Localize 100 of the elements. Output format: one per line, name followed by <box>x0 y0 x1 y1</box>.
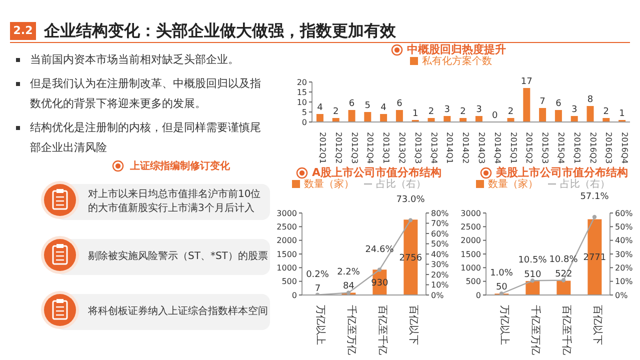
y-tick-label: 1500 <box>460 250 481 259</box>
data-label: 2 <box>428 107 434 117</box>
data-label: 4 <box>380 103 387 113</box>
y2-tick-label: 40% <box>431 250 450 259</box>
chart-title: 美股上市公司市值分布结构 <box>496 165 628 179</box>
chart-title: 中概股回归热度提升 <box>407 42 506 56</box>
data-label: 7 <box>540 97 546 107</box>
y2-tick-label: 80% <box>431 208 450 218</box>
legend-label: 数量（家） <box>488 179 538 190</box>
x-tick-label: 2015Q4 <box>556 132 566 164</box>
data-label: 6 <box>396 99 403 109</box>
text: 2.2 <box>10 22 36 40</box>
y-tick-label: 20 <box>296 78 307 87</box>
y2-tick-label: 10% <box>615 277 634 286</box>
data-label: 6 <box>348 99 355 109</box>
text: 将科创板证券纳入上证综合指数样本空间 <box>88 304 269 319</box>
data-label: 2 <box>603 107 610 117</box>
x-tick-label: 2013Q3 <box>413 132 422 164</box>
x-tick-label: 2016Q3 <box>604 132 614 164</box>
x-tick-label: 万亿以上 <box>314 305 326 345</box>
y-tick-label: 10 <box>296 98 307 107</box>
x-tick-label: 2012Q1 <box>318 132 327 164</box>
y2-tick-label: 30% <box>431 260 450 270</box>
y2-tick-label: 20% <box>431 270 450 280</box>
y2-tick-label: 30% <box>615 250 634 259</box>
data-label: 2 <box>460 107 466 117</box>
x-tick-label: 万亿以上 <box>498 305 510 345</box>
x-tick-label: 2012Q3 <box>350 132 359 164</box>
y2-tick-label: 0% <box>615 290 628 300</box>
data-label: 2 <box>332 107 339 117</box>
text: 但是我们认为在注册制改革、中概股回归以及指数优化的背景下将迎来更多的发展。 <box>30 76 262 112</box>
y2-tick-label: 50% <box>431 240 450 249</box>
data-label: 7 <box>314 284 321 294</box>
y-tick-label: 2500 <box>460 222 481 232</box>
y2-tick-label: 0% <box>431 290 444 300</box>
text: 上证综指编制修订变化 <box>130 159 230 173</box>
y-tick-label: 1500 <box>276 250 297 259</box>
chart-title: A股上市公司市值分布结构 <box>312 165 442 179</box>
text: 结构优化是注册制的内核，但是同样需要谨慎尾部企业出清风险 <box>30 120 262 156</box>
text: 当前国内资本市场当前相对缺乏头部企业。 <box>30 52 240 68</box>
data-label: 0 <box>492 111 498 121</box>
data-label: 10.5% <box>518 256 548 266</box>
x-tick-label: 2013Q4 <box>429 132 438 164</box>
y2-tick-label: 40% <box>615 236 634 246</box>
y-tick-label: 500 <box>282 277 297 286</box>
data-label: 1.0% <box>490 268 514 279</box>
data-label: 5 <box>364 101 371 111</box>
data-label: 2 <box>508 107 514 117</box>
y2-tick-label: 70% <box>431 219 450 228</box>
data-label: 1 <box>619 109 625 119</box>
y-tick-label: 500 <box>466 277 481 286</box>
text: 对上市以来日均总市值排名沪市前10位的大市值新股实行上市满3个月后计入 <box>88 188 262 216</box>
y2-tick-label: 60% <box>431 229 450 238</box>
x-tick-label: 2014Q3 <box>476 132 486 164</box>
data-label: 8 <box>587 95 594 105</box>
data-label: 4 <box>317 103 324 113</box>
y2-tick-label: 20% <box>615 264 634 273</box>
data-label: 2.2% <box>337 268 360 278</box>
y-tick-label: 2000 <box>276 236 297 246</box>
x-tick-label: 2016Q2 <box>588 132 598 164</box>
data-label: 84 <box>342 282 355 292</box>
text: 企业结构变化：头部企业做大做强，指数更加有效 <box>44 21 396 42</box>
x-tick-label: 百亿以下 <box>592 305 604 345</box>
y-tick-label: 3000 <box>460 208 481 218</box>
x-tick-label: 百亿以下 <box>408 305 420 345</box>
data-label: 50 <box>496 282 508 293</box>
y2-tick-label: 60% <box>615 208 634 218</box>
data-label: 3 <box>476 105 482 115</box>
y-tick-label: 2500 <box>276 222 297 232</box>
x-tick-label: 百亿至千亿 <box>560 305 572 355</box>
data-label: 3 <box>571 105 578 115</box>
legend-label: 占比（右） <box>560 179 610 190</box>
y2-tick-label: 10% <box>431 280 450 290</box>
y-tick-label: 0 <box>302 118 307 127</box>
y-tick-label: 15 <box>296 88 307 97</box>
data-label: 6 <box>556 99 562 109</box>
y-tick-label: 1000 <box>276 264 297 273</box>
x-tick-label: 2012Q2 <box>334 132 343 164</box>
x-tick-label: 2015Q2 <box>524 132 534 164</box>
y-tick-label: 0 <box>292 290 297 300</box>
x-tick-label: 2014Q2 <box>461 132 470 164</box>
x-tick-label: 百亿至千亿 <box>376 305 388 355</box>
data-label: 10.8% <box>549 255 578 266</box>
x-tick-label: 2015Q1 <box>508 132 518 164</box>
data-label: 510 <box>524 270 542 280</box>
x-tick-label: 2016Q4 <box>620 132 630 164</box>
x-tick-label: 2014Q1 <box>445 132 454 164</box>
x-tick-label: 2015Q3 <box>540 132 550 164</box>
y-tick-label: 2000 <box>460 236 481 246</box>
data-label: 57.1% <box>580 192 610 202</box>
data-label: 3 <box>444 105 450 115</box>
y2-tick-label: 50% <box>615 222 634 232</box>
x-tick-label: 2014Q4 <box>492 132 502 164</box>
x-tick-label: 2012Q4 <box>366 132 375 164</box>
legend-label: 私有化方案个数 <box>422 56 492 67</box>
legend-label: 占比（右） <box>376 179 426 190</box>
x-tick-label: 2013Q2 <box>397 132 406 164</box>
y-tick-label: 3000 <box>276 208 297 218</box>
x-tick-label: 千亿至万亿 <box>346 305 358 355</box>
data-label: 17 <box>520 77 532 87</box>
